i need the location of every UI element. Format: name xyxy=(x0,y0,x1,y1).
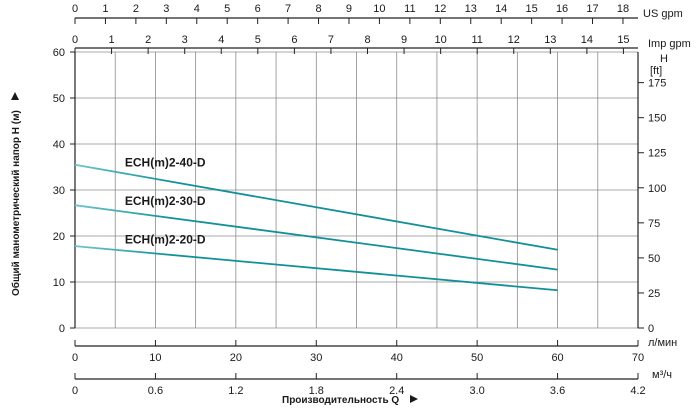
y-tick-label: 40 xyxy=(53,139,65,151)
y-tick-label: 0 xyxy=(59,323,65,335)
x-axis-title-arrow-icon xyxy=(410,395,418,403)
tick-labels: 0 1 2 3 4 5 6 7 8 9 10 11 12 13 14 15 16 17 180 1 2 3 4 5 6 7 8 9 10… xyxy=(53,3,667,397)
ft-tick-label: 175 xyxy=(648,78,666,90)
us-gpm-tick-label: 7 xyxy=(285,3,291,15)
us-gpm-tick-label: 14 xyxy=(495,3,507,15)
x-tick-label: 50 xyxy=(471,352,483,364)
us-gpm-tick-label: 2 xyxy=(133,3,139,15)
curve-label: ECH(m)2-40-D xyxy=(125,155,206,169)
imp-gpm-tick-label: 15 xyxy=(617,34,629,46)
imp-gpm-unit-label: Imp gpm xyxy=(648,38,691,50)
imp-gpm-tick-label: 12 xyxy=(508,34,520,46)
m3h-tick-label: 3.0 xyxy=(469,385,484,397)
us-gpm-tick-label: 8 xyxy=(315,3,321,15)
m3h-tick-label: 2.4 xyxy=(389,385,404,397)
imp-gpm-tick-label: 1 xyxy=(109,34,115,46)
imp-gpm-tick-label: 10 xyxy=(435,34,447,46)
curve-line xyxy=(74,245,558,292)
imp-gpm-tick-label: 7 xyxy=(328,34,334,46)
us-gpm-tick-label: 6 xyxy=(255,3,261,15)
us-gpm-tick-label: 12 xyxy=(434,3,446,15)
m3h-tick-label: 0.6 xyxy=(148,385,163,397)
imp-gpm-tick-label: 14 xyxy=(581,34,593,46)
imp-gpm-tick-label: 0 xyxy=(72,34,78,46)
us-gpm-unit-label: US gpm xyxy=(643,8,683,20)
x-tick-label: 0 xyxy=(72,352,78,364)
x-unit-label: л/мин xyxy=(648,337,677,349)
imp-gpm-tick-label: 6 xyxy=(291,34,297,46)
x-tick-label: 70 xyxy=(632,352,644,364)
curve-label: ECH(m)2-20-D xyxy=(125,233,206,247)
imp-gpm-tick-label: 4 xyxy=(218,34,224,46)
grid xyxy=(74,51,639,329)
us-gpm-tick-label: 13 xyxy=(465,3,477,15)
ft-tick-label: 75 xyxy=(648,218,660,230)
us-gpm-tick-label: 5 xyxy=(224,3,230,15)
us-gpm-tick-label: 4 xyxy=(194,3,200,15)
us-gpm-tick-label: 0 xyxy=(72,3,78,15)
us-gpm-tick-label: 9 xyxy=(346,3,352,15)
imp-gpm-tick-label: 11 xyxy=(471,34,482,46)
imp-gpm-tick-label: 5 xyxy=(255,34,261,46)
ft-tick-label: 125 xyxy=(648,148,666,160)
m3h-tick-label: 1.8 xyxy=(309,385,324,397)
ft-unit-label-bottom: [ft] xyxy=(650,65,662,77)
m3h-tick-label: 4.2 xyxy=(630,385,645,397)
y-tick-label: 20 xyxy=(53,231,65,243)
imp-gpm-tick-label: 9 xyxy=(401,34,407,46)
imp-gpm-tick-label: 13 xyxy=(544,34,556,46)
us-gpm-tick-label: 3 xyxy=(163,3,169,15)
y-tick-label: 50 xyxy=(53,93,65,105)
x-tick-label: 20 xyxy=(230,352,242,364)
x-tick-label: 30 xyxy=(310,352,322,364)
us-gpm-tick-label: 10 xyxy=(373,3,385,15)
m3h-unit-label: м³/ч xyxy=(652,369,672,381)
x-axis-title: Производительность Q xyxy=(282,395,399,406)
x-tick-label: 10 xyxy=(149,352,161,364)
imp-gpm-tick-label: 3 xyxy=(182,34,188,46)
y-tick-label: 60 xyxy=(53,47,65,59)
curve-label: ECH(m)2-30-D xyxy=(125,194,206,208)
m3h-tick-label: 3.6 xyxy=(550,385,565,397)
curves: ECH(m)2-40-D ECH(m)2-30-D ECH(m)2-20-D xyxy=(74,155,558,292)
ft-tick-label: 0 xyxy=(648,323,654,335)
x-tick-label: 40 xyxy=(391,352,403,364)
m3h-tick-label: 1.2 xyxy=(228,385,243,397)
curve-line xyxy=(74,204,558,271)
us-gpm-tick-label: 18 xyxy=(617,3,629,15)
y-axis-title-arrow-icon xyxy=(11,92,19,100)
us-gpm-tick-label: 17 xyxy=(586,3,598,15)
us-gpm-tick-label: 11 xyxy=(404,3,415,15)
ft-tick-label: 50 xyxy=(648,253,660,265)
ft-unit-label-top: H xyxy=(660,53,668,65)
us-gpm-tick-label: 1 xyxy=(102,3,108,15)
x-tick-label: 60 xyxy=(551,352,563,364)
curve-line xyxy=(74,163,558,251)
m3h-tick-label: 0 xyxy=(72,385,78,397)
ft-tick-label: 100 xyxy=(648,183,666,195)
imp-gpm-tick-label: 2 xyxy=(145,34,151,46)
y-tick-label: 10 xyxy=(53,277,65,289)
y-tick-label: 30 xyxy=(53,185,65,197)
ft-tick-label: 150 xyxy=(648,113,666,125)
axes xyxy=(70,17,644,380)
us-gpm-tick-label: 15 xyxy=(526,3,538,15)
us-gpm-tick-label: 16 xyxy=(556,3,568,15)
imp-gpm-tick-label: 8 xyxy=(364,34,370,46)
y-axis-title: Общий манометрический напор H (м) xyxy=(10,110,22,296)
ft-tick-label: 25 xyxy=(648,288,660,300)
